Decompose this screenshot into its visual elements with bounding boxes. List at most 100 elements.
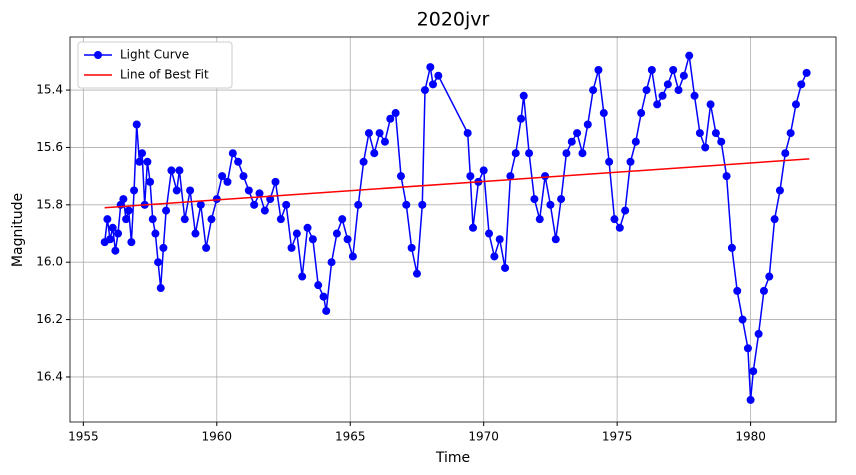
data-point [124, 206, 133, 215]
data-point [615, 223, 624, 232]
data-point [463, 129, 472, 138]
data-point [674, 86, 683, 95]
chart-title: 2020jvr [417, 9, 490, 31]
data-point [364, 129, 373, 138]
data-point [733, 286, 742, 295]
data-point [626, 157, 635, 166]
data-point [573, 129, 582, 138]
data-point [802, 68, 811, 77]
data-point [653, 100, 662, 109]
data-point [244, 186, 253, 195]
data-point [380, 137, 389, 146]
y-tick-label: 15.4 [36, 83, 63, 97]
legend-label: Line of Best Fit [120, 68, 209, 82]
data-point [314, 281, 323, 290]
legend-marker [94, 51, 102, 59]
data-point [287, 243, 296, 252]
data-point [599, 109, 608, 118]
legend-label: Light Curve [120, 48, 189, 62]
data-point [327, 258, 336, 267]
data-point [167, 166, 176, 175]
data-point [146, 177, 155, 186]
data-point [642, 86, 651, 95]
x-tick-label: 1970 [468, 430, 499, 444]
data-point [135, 157, 144, 166]
data-point [172, 186, 181, 195]
data-point [196, 200, 205, 209]
data-point [749, 367, 758, 376]
data-point [148, 215, 157, 224]
data-point [428, 80, 437, 89]
y-tick-label: 15.8 [36, 197, 63, 211]
data-point [319, 292, 328, 301]
data-point [292, 229, 301, 238]
data-point [202, 243, 211, 252]
data-point [303, 223, 312, 232]
data-point [228, 149, 237, 158]
data-point [191, 229, 200, 238]
data-point [690, 91, 699, 100]
data-point [298, 272, 307, 281]
data-point [132, 120, 141, 129]
data-point [239, 172, 248, 181]
data-point [138, 149, 147, 158]
data-point [727, 243, 736, 252]
data-point [525, 149, 534, 158]
data-point [706, 100, 715, 109]
data-point [517, 114, 526, 123]
data-point [759, 286, 768, 295]
data-point [234, 157, 243, 166]
data-point [717, 137, 726, 146]
data-point [621, 206, 630, 215]
data-point [375, 129, 384, 138]
x-tick-label: 1975 [602, 430, 633, 444]
data-point [541, 172, 550, 181]
data-point [207, 215, 216, 224]
data-point [119, 195, 128, 204]
data-point [490, 252, 499, 261]
data-point [186, 186, 195, 195]
x-tick-label: 1980 [735, 430, 766, 444]
data-point [420, 86, 429, 95]
data-point [151, 229, 160, 238]
data-point [546, 200, 555, 209]
data-point [485, 229, 494, 238]
data-point [271, 177, 280, 186]
data-point [402, 200, 411, 209]
x-axis-label: Time [435, 450, 470, 466]
data-point [511, 149, 520, 158]
data-point [162, 206, 171, 215]
data-point [218, 172, 227, 181]
data-point [530, 195, 539, 204]
data-point [605, 157, 614, 166]
series-line [103, 55, 808, 400]
data-point [610, 215, 619, 224]
data-point [412, 269, 421, 278]
data-point [557, 195, 566, 204]
data-point [108, 223, 117, 232]
data-point [775, 186, 784, 195]
data-point [765, 272, 774, 281]
legend-box [77, 41, 233, 89]
data-point [426, 63, 435, 72]
data-point [348, 252, 357, 261]
data-point [562, 149, 571, 158]
data-point [551, 235, 560, 244]
data-point [495, 235, 504, 244]
data-point [322, 306, 331, 315]
data-point [791, 100, 800, 109]
data-point [589, 86, 598, 95]
plot-frame [69, 36, 837, 423]
data-point [127, 238, 136, 247]
data-point [354, 200, 363, 209]
data-point [156, 284, 165, 293]
data-point [722, 172, 731, 181]
data-point [669, 65, 678, 74]
x-tick-label: 1955 [68, 430, 99, 444]
data-point [754, 329, 763, 338]
data-point [159, 243, 168, 252]
data-point [701, 143, 710, 152]
series-line [104, 158, 810, 209]
data-point [180, 215, 189, 224]
data-point [122, 215, 131, 224]
